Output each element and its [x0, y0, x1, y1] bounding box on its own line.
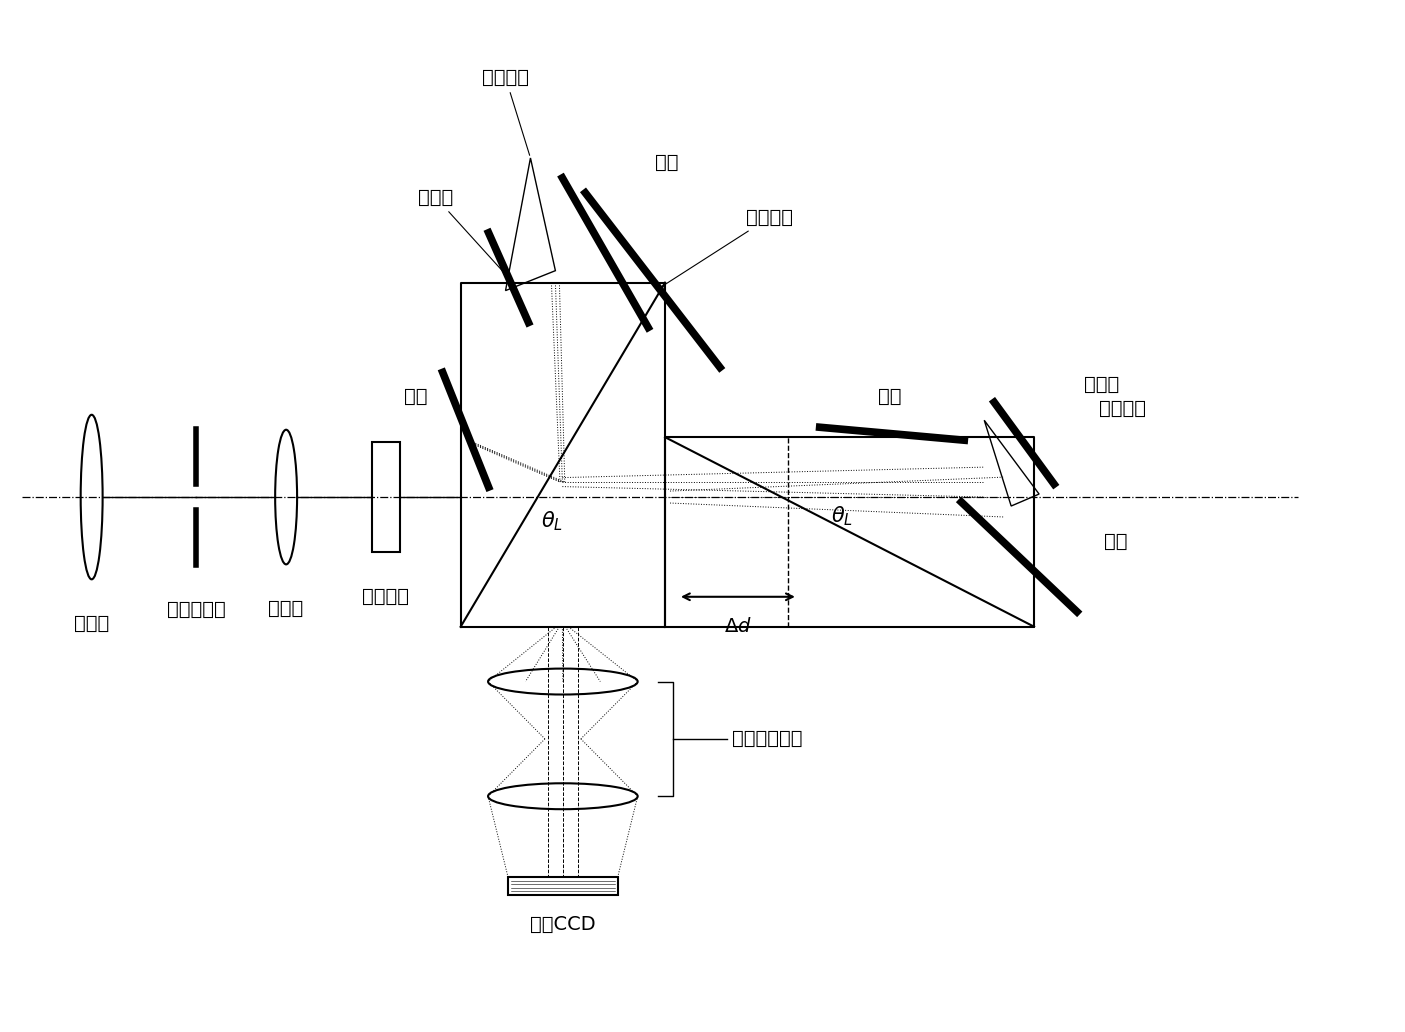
Text: 分色膜: 分色膜 [419, 188, 507, 276]
Text: $\theta_L$: $\theta_L$ [541, 509, 563, 533]
Text: 条纹成像系统: 条纹成像系统 [732, 730, 802, 748]
Text: $\Delta d$: $\Delta d$ [724, 617, 752, 636]
Text: 光栅: 光栅 [405, 387, 427, 407]
Text: $\theta_L$: $\theta_L$ [830, 504, 853, 527]
Text: 视场棱镜: 视场棱镜 [1099, 399, 1146, 418]
Text: 滤光片轮: 滤光片轮 [362, 587, 409, 606]
Text: 干涉仪入瞳: 干涉仪入瞳 [167, 600, 226, 619]
Text: 分色膜: 分色膜 [1085, 376, 1120, 394]
Text: 分束棱镜: 分束棱镜 [662, 207, 794, 286]
Text: 准直镜: 准直镜 [268, 600, 303, 618]
Bar [509, 877, 618, 895]
Text: 望远镜: 望远镜 [74, 614, 110, 634]
Text: 光栅: 光栅 [1104, 531, 1127, 551]
Text: 面阵CCD: 面阵CCD [530, 915, 596, 934]
Text: 光栅: 光栅 [878, 387, 901, 407]
Bar [372, 442, 400, 552]
Text: 光栅: 光栅 [655, 153, 679, 172]
Text: 视场棱镜: 视场棱镜 [482, 68, 530, 155]
